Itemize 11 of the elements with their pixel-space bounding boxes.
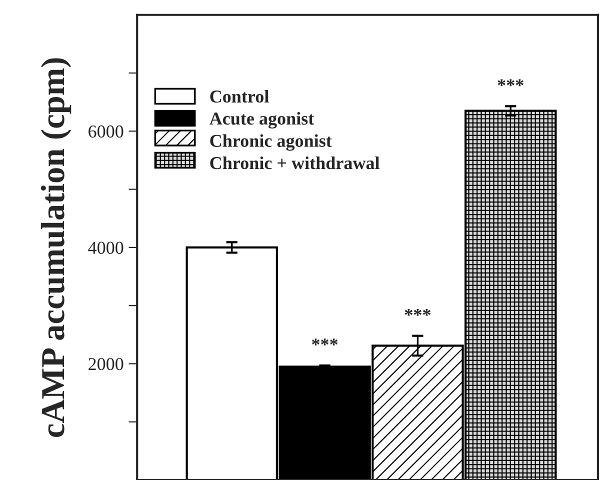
legend-label: Control xyxy=(210,90,269,103)
legend-label: Chronic agonist xyxy=(210,134,332,151)
y-tick-label: 4000 xyxy=(88,242,124,254)
data-label: *** xyxy=(404,308,430,316)
data-label: *** xyxy=(498,79,524,86)
legend-label: Acute agonist xyxy=(210,112,314,129)
y-tick-label: 2000 xyxy=(88,358,124,370)
y-axis-title: cAMP accumulation (cpm) xyxy=(40,58,72,438)
data-label: *** xyxy=(312,338,338,346)
legend-label: Chronic + withdrawal xyxy=(210,156,380,170)
y-tick-label: 6000 xyxy=(88,125,124,138)
